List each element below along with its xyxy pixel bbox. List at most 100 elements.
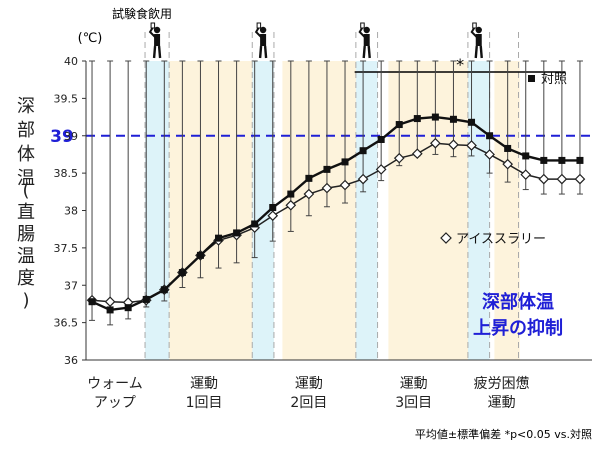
- ice-slurry-point-28: [574, 173, 586, 185]
- axes-layer: 36 36.5 37 37.5 38 38.5 39 39.5 40: [54, 55, 592, 367]
- drinking-icons: [148, 22, 483, 59]
- phase-label-1: ウォームアップ: [87, 376, 143, 411]
- control-point-22: [468, 118, 476, 126]
- person-body-icon: [260, 34, 267, 46]
- ice-slurry-point-25: [520, 169, 532, 180]
- control-point-27: [558, 156, 566, 164]
- y-axis-title-main: 深部体温: [17, 96, 35, 189]
- control-point-19: [413, 115, 421, 123]
- person-body-icon: [475, 34, 482, 46]
- cup-icon: [256, 22, 262, 29]
- bands-layer: [145, 61, 520, 360]
- person-leg-icon: [479, 45, 483, 59]
- drink-band-1: [145, 61, 170, 360]
- drinking-person-icon-4: [470, 22, 483, 59]
- person-leg-icon: [474, 45, 478, 59]
- legend-diamond-icon: [440, 232, 452, 244]
- control-point-28: [576, 156, 584, 164]
- reference-line-label: 39: [50, 127, 74, 147]
- y-tick-label-37.5: 37.5: [54, 242, 79, 255]
- control-point-5: [160, 286, 168, 294]
- drinking-person-icon-1: [148, 22, 162, 59]
- annotation: 深部体温上昇の抑制: [473, 291, 563, 339]
- drink-timing-label: 試験食飲用: [112, 6, 172, 21]
- person-leg-icon: [152, 45, 157, 59]
- exercise-band-3: [388, 61, 477, 360]
- control-point-15: [341, 158, 349, 166]
- person-leg-icon: [362, 45, 366, 59]
- ice-slurry-point-11: [267, 210, 279, 222]
- legend-label-ice-slurry: アイススラリー: [456, 232, 546, 247]
- control-point-6: [178, 269, 186, 277]
- y-tick-label-37: 37: [64, 279, 78, 292]
- series-lines: [91, 115, 580, 312]
- series-markers: [86, 113, 586, 314]
- phase-label-2: 運動 1回目: [186, 376, 223, 411]
- x-phase-labels: ウォームアップ 運動 1回目 運動 2回目 運動 3回目 疲労困憊運動: [87, 375, 530, 411]
- control-point-16: [359, 147, 367, 155]
- phase-label-4: 運動 3回目: [395, 376, 432, 411]
- control-point-10: [251, 220, 259, 228]
- control-point-8: [215, 234, 223, 242]
- control-point-25: [522, 152, 530, 160]
- exercise-band-1: [169, 61, 266, 360]
- ice-slurry-point-15: [339, 179, 351, 191]
- ice-slurry-point-22: [466, 140, 477, 151]
- drinking-person-icon-3: [358, 22, 371, 59]
- ice-slurry-point-19: [411, 148, 423, 160]
- control-point-1: [88, 298, 96, 306]
- ice-slurry-point-14: [321, 182, 333, 194]
- legend-square-icon: [528, 75, 535, 82]
- exercise-band-4: [494, 61, 520, 360]
- control-point-13: [305, 174, 313, 182]
- ice-slurry-point-13: [303, 188, 315, 200]
- person-arm-icon: [470, 26, 478, 38]
- annotation-text: 深部体温上昇の抑制: [473, 291, 563, 339]
- ice-slurry-point-20: [430, 137, 441, 149]
- control-point-2: [106, 306, 114, 314]
- control-point-11: [269, 204, 277, 212]
- drinking-person-icon-2: [254, 22, 268, 59]
- control-point-9: [233, 229, 241, 237]
- ice-slurry-point-27: [556, 173, 568, 185]
- y-tick-label-38: 38: [64, 205, 78, 218]
- cup-icon: [472, 22, 477, 29]
- y-tick-label-36.5: 36.5: [54, 317, 79, 330]
- phase-label-3: 運動 2回目: [290, 376, 327, 411]
- person-head-icon: [259, 26, 267, 34]
- footnote: 平均値±標準偏差 *p<0.05 vs.対照: [415, 427, 592, 441]
- ice-slurry-point-26: [538, 173, 550, 185]
- y-tick-label-36: 36: [64, 354, 78, 367]
- y-tick-label-39: 39: [64, 130, 78, 143]
- person-arm-icon: [358, 26, 366, 38]
- y-axis-title: 深部体温(直腸温度): [17, 96, 35, 311]
- cup-icon: [360, 22, 365, 29]
- control-point-21: [449, 115, 457, 123]
- ice-slurry-point-16: [357, 173, 369, 185]
- control-point-20: [431, 113, 439, 121]
- control-point-23: [486, 132, 494, 140]
- control-point-26: [540, 156, 548, 164]
- control-point-17: [377, 135, 385, 143]
- person-head-icon: [153, 26, 161, 34]
- control-point-12: [287, 190, 295, 198]
- series-line-control: [91, 115, 580, 312]
- ice-slurry-point-17: [375, 164, 387, 175]
- person-leg-icon: [263, 45, 268, 59]
- person-arm-icon: [254, 26, 262, 38]
- phase-label-5: 疲労困憊運動: [474, 375, 530, 411]
- y-tick-label-39.5: 39.5: [54, 92, 79, 105]
- y-tick-label-38.5: 38.5: [54, 167, 79, 180]
- legend-label-control: 対照: [541, 72, 567, 87]
- control-point-24: [504, 144, 512, 152]
- ice-slurry-point-21: [448, 139, 459, 151]
- control-point-7: [196, 251, 204, 259]
- person-head-icon: [475, 26, 482, 34]
- cup-icon: [150, 22, 156, 29]
- drink-band-3: [355, 61, 378, 360]
- person-leg-icon: [367, 45, 371, 59]
- ice-slurry-point-23: [484, 149, 495, 160]
- ice-slurry-point-24: [502, 158, 514, 170]
